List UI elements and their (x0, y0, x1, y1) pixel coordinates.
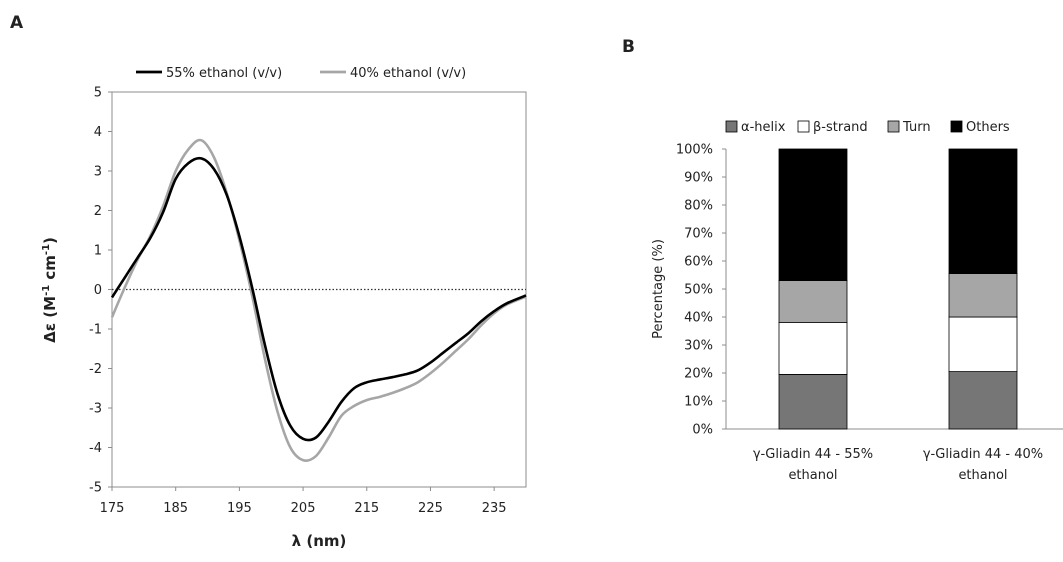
panel-b-y-tick-label: 0% (692, 423, 713, 438)
panel-a-x-tick-label: 185 (163, 501, 188, 516)
bar-segment-strand-0 (778, 322, 848, 375)
panel-b-y-axis-title: Percentage (%) (651, 239, 666, 339)
panel-a-y-tick-label: 4 (94, 125, 102, 140)
panel-a-y-tick-label: -3 (89, 402, 102, 417)
bar-segment-strand-1 (948, 316, 1018, 372)
panel-b-category-label: ethanol (958, 468, 1007, 483)
panel-a-legend: 55% ethanol (v/v) 40% ethanol (v/v) (136, 66, 466, 81)
panel-b-y-tick-label: 40% (684, 311, 713, 326)
bar-segment-helix-0 (778, 373, 848, 430)
panel-b-category-label: ethanol (788, 468, 837, 483)
legend-label-others: Others (966, 120, 1010, 135)
series-line-55-ethanol (110, 156, 527, 442)
legend-label-helix: α-helix (741, 120, 786, 135)
legend-label-turn: Turn (902, 120, 931, 135)
bar-segment-others-0 (778, 148, 848, 282)
panel-b-y-tick-label: 90% (684, 171, 713, 186)
panel-a-y-tick-label: -4 (89, 441, 102, 456)
panel-b-y-tick-label: 10% (684, 395, 713, 410)
series-line-40-ethanol (110, 138, 527, 462)
bar-segment-helix-1 (948, 371, 1018, 430)
panel-a-y-axis-title: Δε (M-1 cm-1) (41, 237, 59, 343)
legend-swatch-others (950, 120, 963, 133)
bar-segment-others-1 (948, 148, 1018, 274)
panel-b-y-tick-label: 30% (684, 339, 713, 354)
panel-a-x-tick-label: 205 (291, 501, 316, 516)
legend-swatch-turn (887, 120, 900, 133)
panel-a-x-tick-label: 225 (418, 501, 443, 516)
panel-a-y-tick-label: 3 (94, 165, 102, 180)
panel-a-y-tick-label: -5 (89, 481, 102, 496)
panel-a-y-tick-label: -1 (89, 323, 102, 338)
bar-segment-turn-1 (948, 273, 1018, 318)
panel-a-line-chart: A 55% ethanol (v/v) 40% ethanol (v/v) 5 4 3… (10, 13, 527, 550)
panel-a-x-tick-label: 215 (354, 501, 379, 516)
panel-a-x-tick-label: 175 (100, 501, 125, 516)
legend-label-0: 55% ethanol (v/v) (166, 66, 282, 81)
panel-a-x-tick-label: 195 (227, 501, 252, 516)
legend-label-strand: β-strand (813, 120, 868, 135)
panel-a-x-axis-title: λ (nm) (292, 532, 347, 550)
panel-a-y-tick-label: 5 (94, 86, 102, 101)
panel-a-y-tick-label: 1 (94, 244, 102, 259)
panel-b-y-tick-label: 60% (684, 255, 713, 270)
bar-segment-turn-0 (778, 280, 848, 324)
panel-b-letter: B (622, 37, 635, 57)
panel-b-y-tick-label: 100% (676, 143, 713, 158)
panel-b-legend: α-helix β-strand Turn Others (725, 120, 1010, 135)
legend-label-1: 40% ethanol (v/v) (350, 66, 466, 81)
legend-swatch-strand (797, 120, 810, 133)
panel-b-category-label: γ-Gliadin 44 - 40% (923, 447, 1043, 462)
panel-a-y-tick-label: 0 (94, 283, 102, 298)
panel-a-y-tick-label: -2 (89, 362, 102, 377)
panel-b-y-tick-label: 20% (684, 367, 713, 382)
legend-swatch-helix (725, 120, 738, 133)
panel-b-stacked-bar-chart: B α-helix β-strand Turn Others 0% 10% 20% 30% 4… (622, 37, 1063, 483)
panel-a-y-tick-label: 2 (94, 204, 102, 219)
panel-b-y-tick-label: 70% (684, 227, 713, 242)
panel-a-x-tick-label: 235 (482, 501, 507, 516)
panel-b-y-tick-label: 50% (684, 283, 713, 298)
panel-b-y-tick-label: 80% (684, 199, 713, 214)
panel-b-category-label: γ-Gliadin 44 - 55% (753, 447, 873, 462)
panel-a-letter: A (10, 13, 24, 33)
